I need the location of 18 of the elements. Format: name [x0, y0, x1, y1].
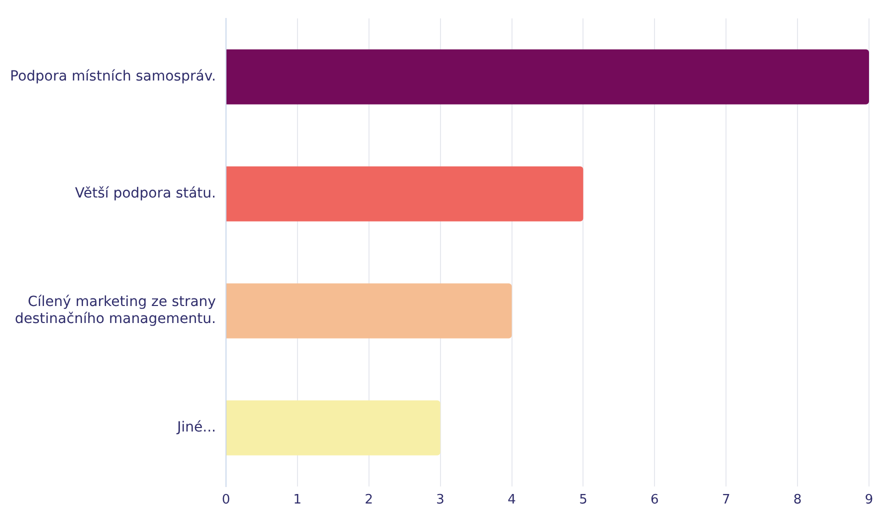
- x-tick-label: 9: [864, 492, 874, 508]
- bar: [226, 400, 440, 456]
- x-tick-label: 7: [722, 492, 730, 508]
- y-tick-label: Jiné...: [176, 420, 216, 436]
- y-tick-label: Podpora místních samospráv.: [10, 68, 216, 85]
- x-tick-label: 0: [222, 492, 230, 508]
- bar: [226, 49, 869, 104]
- x-tick-label: 6: [650, 492, 659, 508]
- bar: [226, 283, 512, 338]
- x-tick-label: 4: [508, 492, 516, 508]
- x-tick-label: 1: [293, 492, 302, 508]
- y-tick-label: Cílený marketing ze strany destinačního managementu.: [14, 294, 216, 327]
- y-tick-label: Větší podpora státu.: [74, 186, 216, 202]
- x-tick-label: 3: [436, 492, 444, 508]
- x-tick-label: 2: [364, 492, 374, 508]
- x-tick-label: 5: [579, 492, 588, 508]
- x-tick-label: 8: [793, 492, 802, 508]
- bar: [226, 166, 584, 222]
